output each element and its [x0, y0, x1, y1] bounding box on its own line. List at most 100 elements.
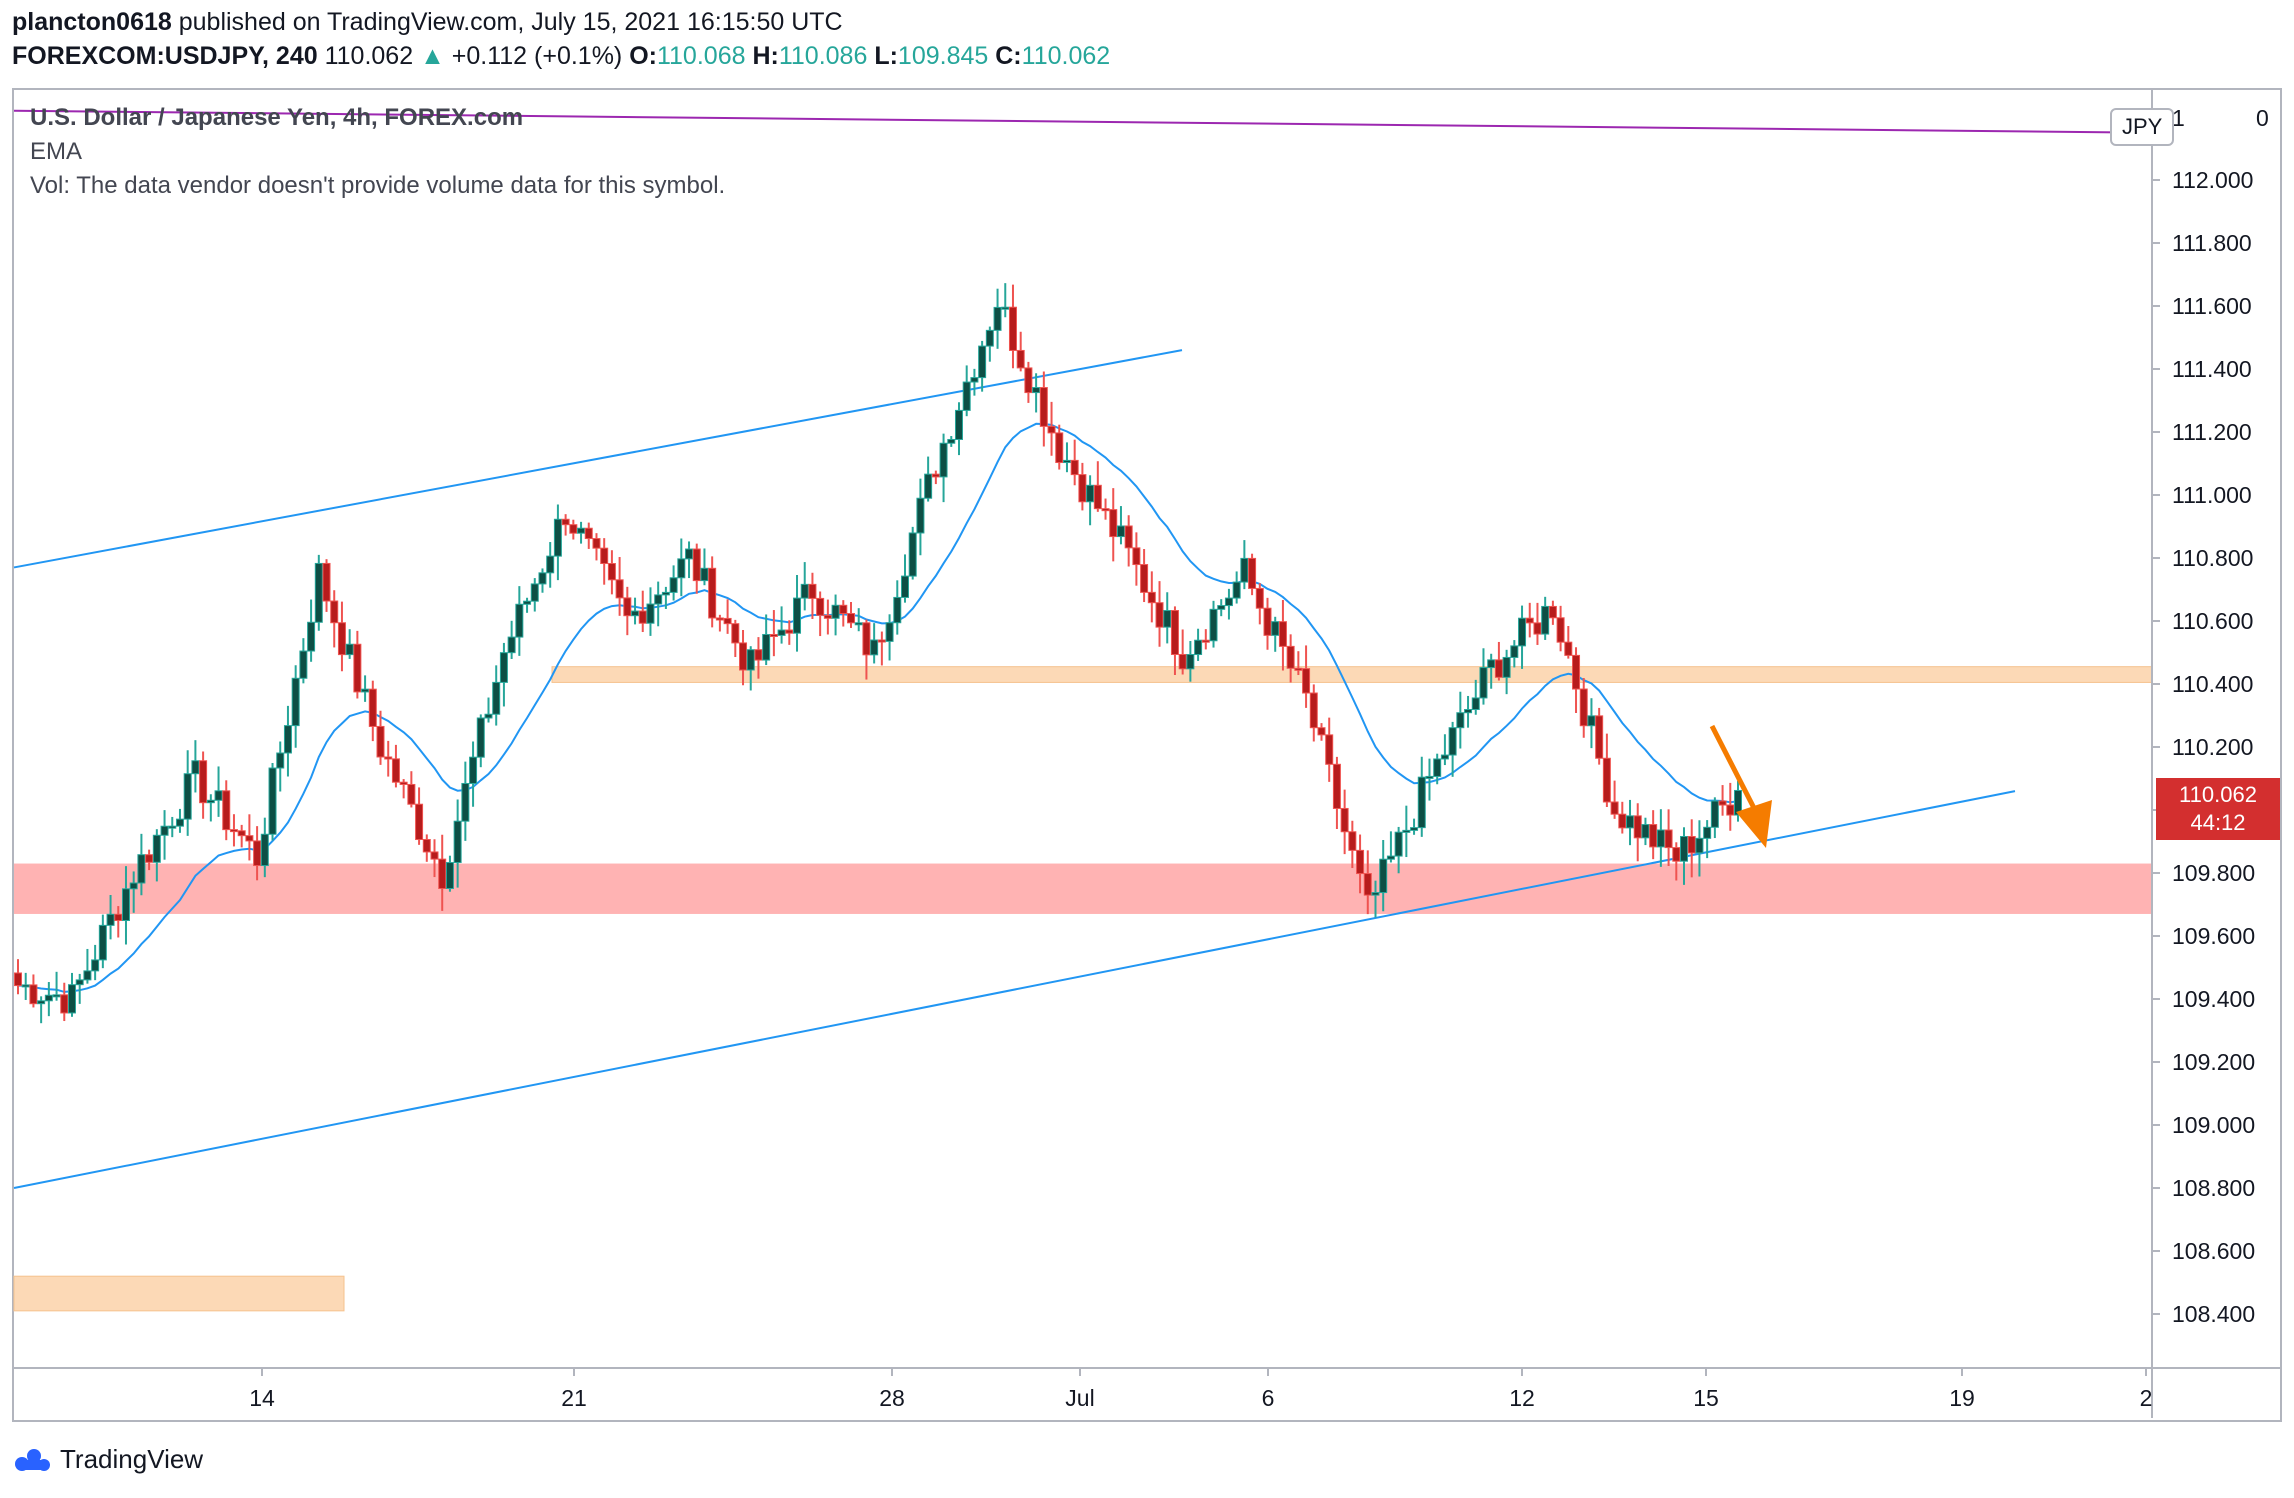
lower-zone[interactable] [13, 1275, 345, 1312]
candle[interactable] [1155, 581, 1164, 647]
down-arrow-icon[interactable] [1736, 800, 1772, 848]
candle[interactable] [1078, 462, 1087, 511]
candle[interactable] [137, 833, 146, 896]
candle[interactable] [924, 456, 933, 502]
candle[interactable] [1147, 571, 1156, 623]
candle[interactable] [322, 559, 331, 612]
candle[interactable] [330, 590, 339, 648]
candle[interactable] [592, 533, 601, 561]
candle[interactable] [962, 365, 971, 417]
candle[interactable] [1008, 284, 1017, 369]
candle[interactable] [1371, 880, 1380, 918]
candle[interactable] [461, 761, 470, 841]
candle[interactable] [553, 504, 562, 581]
candle[interactable] [1132, 532, 1141, 586]
candle[interactable] [14, 959, 22, 995]
candle[interactable] [1140, 549, 1149, 603]
candle[interactable] [1579, 678, 1588, 738]
candle[interactable] [1356, 834, 1365, 894]
candle[interactable] [793, 574, 802, 652]
candle[interactable] [168, 816, 177, 838]
candle[interactable] [569, 519, 578, 540]
candle[interactable] [823, 599, 832, 635]
candle[interactable] [67, 972, 76, 1017]
candle[interactable] [985, 326, 994, 362]
candle[interactable] [83, 948, 92, 984]
candle[interactable] [685, 541, 694, 579]
candle[interactable] [1479, 648, 1488, 705]
candle[interactable] [1116, 506, 1125, 545]
candle[interactable] [1703, 820, 1712, 859]
candle[interactable] [877, 631, 886, 666]
candle[interactable] [415, 787, 424, 845]
candle[interactable] [1502, 649, 1511, 695]
candle[interactable] [453, 799, 462, 888]
candle[interactable] [299, 638, 308, 684]
candle[interactable] [1471, 679, 1480, 715]
candle[interactable] [931, 470, 940, 485]
candle[interactable] [731, 619, 740, 658]
candle[interactable] [908, 526, 917, 580]
candle[interactable] [1656, 809, 1665, 867]
candle[interactable] [52, 971, 61, 1001]
candle[interactable] [1209, 600, 1218, 648]
candle[interactable] [1101, 498, 1110, 520]
candle[interactable] [1325, 717, 1334, 782]
candle[interactable] [1332, 756, 1341, 830]
candle[interactable] [283, 705, 292, 777]
candle[interactable] [1394, 826, 1403, 874]
lower-channel-line[interactable] [13, 790, 2016, 1189]
candle[interactable] [183, 750, 192, 836]
candle[interactable] [1124, 515, 1133, 567]
candle[interactable] [1494, 641, 1503, 681]
upper-channel-line[interactable] [13, 349, 1183, 569]
candle[interactable] [954, 402, 963, 456]
candle[interactable] [1718, 785, 1727, 816]
candle[interactable] [530, 578, 539, 612]
candle[interactable] [1487, 653, 1496, 689]
candle[interactable] [1032, 373, 1041, 413]
candle[interactable] [1610, 780, 1619, 819]
candle[interactable] [1186, 641, 1195, 682]
candle[interactable] [430, 839, 439, 878]
candle[interactable] [1464, 695, 1473, 728]
candle[interactable] [816, 591, 825, 637]
candle[interactable] [399, 779, 408, 799]
candle[interactable] [538, 568, 547, 593]
candle[interactable] [1525, 602, 1534, 638]
candle[interactable] [106, 894, 115, 940]
arrow-shaft[interactable] [1709, 724, 1759, 814]
candle[interactable] [638, 590, 647, 633]
candle[interactable] [669, 565, 678, 601]
candle[interactable] [1309, 684, 1318, 742]
candle[interactable] [160, 810, 169, 860]
candle[interactable] [276, 741, 285, 792]
candle[interactable] [1664, 809, 1673, 867]
candle[interactable] [1672, 842, 1681, 881]
candle[interactable] [175, 808, 184, 833]
candle[interactable] [37, 996, 46, 1024]
candle[interactable] [600, 538, 609, 585]
candle[interactable] [268, 762, 277, 841]
candle[interactable] [384, 740, 393, 777]
candle[interactable] [1240, 540, 1249, 590]
resistance-zone[interactable] [551, 666, 2153, 683]
candle[interactable] [746, 646, 755, 691]
candle[interactable] [1178, 629, 1187, 675]
candle[interactable] [1278, 599, 1287, 671]
candle[interactable] [1163, 592, 1172, 644]
candle[interactable] [1363, 850, 1372, 915]
candle[interactable] [661, 586, 670, 609]
candle[interactable] [854, 608, 863, 632]
candle[interactable] [1602, 733, 1611, 807]
candle[interactable] [445, 855, 454, 892]
candle[interactable] [191, 740, 200, 793]
candle[interactable] [91, 944, 100, 981]
candle[interactable] [769, 610, 778, 657]
candle[interactable] [1633, 803, 1642, 862]
candle[interactable] [1224, 588, 1233, 620]
candle[interactable] [970, 368, 979, 396]
candle[interactable] [1734, 780, 1742, 822]
candle[interactable] [1286, 634, 1295, 683]
candle[interactable] [1194, 628, 1203, 661]
